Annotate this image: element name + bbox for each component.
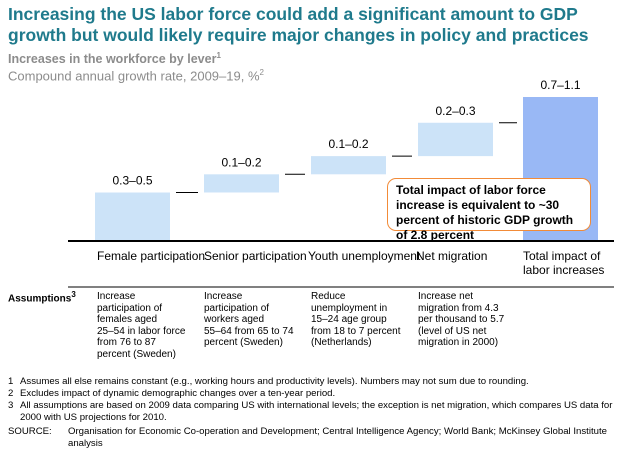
footnote-3: 3 All assumptions are based on 2009 data … [8, 400, 623, 424]
assumption-line: (level of US net [418, 325, 487, 337]
unit-footnote-ref: 2 [259, 68, 264, 77]
bar-value-label: 0.2–0.3 [435, 104, 475, 118]
assumption-line: females aged [97, 314, 158, 326]
assumptions-label-text: Assumptions [8, 293, 72, 305]
assumption-line: participation of [97, 302, 163, 314]
footnote-1: 1 Assumes all else remains constant (e.g.… [8, 376, 623, 388]
assumption-line: participation of [204, 302, 270, 314]
chart-subtitle: Increases in the workforce by lever1 [8, 51, 221, 66]
assumption-senior: Increase participation of workers aged 5… [204, 291, 294, 349]
assumption-youth: Reduce unemployment in 15–24 age group f… [311, 291, 401, 349]
footnote-number: 3 [8, 400, 14, 411]
waterfall-bar [418, 122, 493, 157]
footnote-text: Excludes impact of dynamic demographic c… [20, 388, 336, 399]
footnotes: 1 Assumes all else remains constant (e.g.… [8, 376, 623, 450]
category-label-senior: Senior participation [204, 249, 307, 263]
category-label-female: Female participation [97, 249, 206, 263]
category-label-migration: Net migration [416, 249, 488, 263]
assumption-line: Increase [204, 291, 243, 302]
footnote-text: Assumes all else remains constant (e.g.,… [20, 376, 529, 387]
assumption-line: per thousand to 5.7 [418, 314, 505, 326]
assumption-line: Increase net [418, 291, 474, 302]
assumption-line: 15–24 age group [311, 314, 387, 326]
footnote-text: All assumptions are based on 2009 data c… [20, 400, 613, 423]
bar-value-label: 0.7–1.1 [540, 78, 580, 92]
category-label-total: Total impact of labor increases [523, 249, 605, 277]
waterfall-bar [95, 192, 170, 241]
assumption-line: (Netherlands) [311, 337, 372, 349]
assumption-line: Increase [97, 291, 136, 302]
bar-value-label: 0.3–0.5 [112, 173, 152, 187]
source-text: Organisation for Economic Co-operation a… [68, 426, 607, 449]
assumption-line: from 18 to 7 percent [311, 325, 401, 337]
subtitle-text: Increases in the workforce by lever [8, 52, 217, 67]
footnote-2: 2 Excludes impact of dynamic demographic … [8, 388, 623, 400]
total-impact-callout: Total impact of labor force increase is … [387, 178, 591, 242]
footnote-number: 2 [8, 388, 14, 399]
assumptions-footnote-ref: 3 [71, 290, 76, 299]
footnote-number: 1 [8, 376, 14, 387]
assumption-line: 25–54 in labor force [97, 325, 186, 337]
assumption-line: percent (Sweden) [204, 337, 283, 349]
category-label-youth: Youth unemployment [308, 249, 421, 263]
assumption-line: workers aged [204, 314, 265, 326]
assumption-line: Reduce [311, 291, 346, 302]
chart-unit-label: Compound annual growth rate, 2009–19, %2 [8, 68, 264, 83]
chart-title: Increasing the US labor force could add … [8, 4, 589, 45]
assumption-line: migration from 4.3 [418, 302, 499, 314]
waterfall-bar [311, 156, 386, 175]
assumption-female: Increase participation of females aged 2… [97, 291, 185, 361]
assumption-line: 55–64 from 65 to 74 [204, 325, 294, 337]
assumption-line: from 76 to 87 [97, 337, 156, 349]
unit-text: Compound annual growth rate, 2009–19, % [8, 68, 260, 84]
bar-value-label: 0.1–0.2 [221, 155, 261, 169]
assumption-line: unemployment in [311, 302, 388, 314]
assumption-migration: Increase net migration from 4.3 per thou… [418, 291, 504, 349]
assumption-line: percent (Sweden) [97, 348, 176, 360]
waterfall-bar [204, 174, 279, 193]
subtitle-footnote-ref: 1 [216, 51, 221, 60]
bar-value-label: 0.1–0.2 [328, 137, 368, 151]
source-label: SOURCE: [8, 426, 52, 437]
assumptions-label: Assumptions3 [8, 290, 76, 304]
source-note: SOURCE: Organisation for Economic Co-oper… [8, 426, 623, 450]
assumption-line: migration in 2000) [418, 337, 499, 349]
